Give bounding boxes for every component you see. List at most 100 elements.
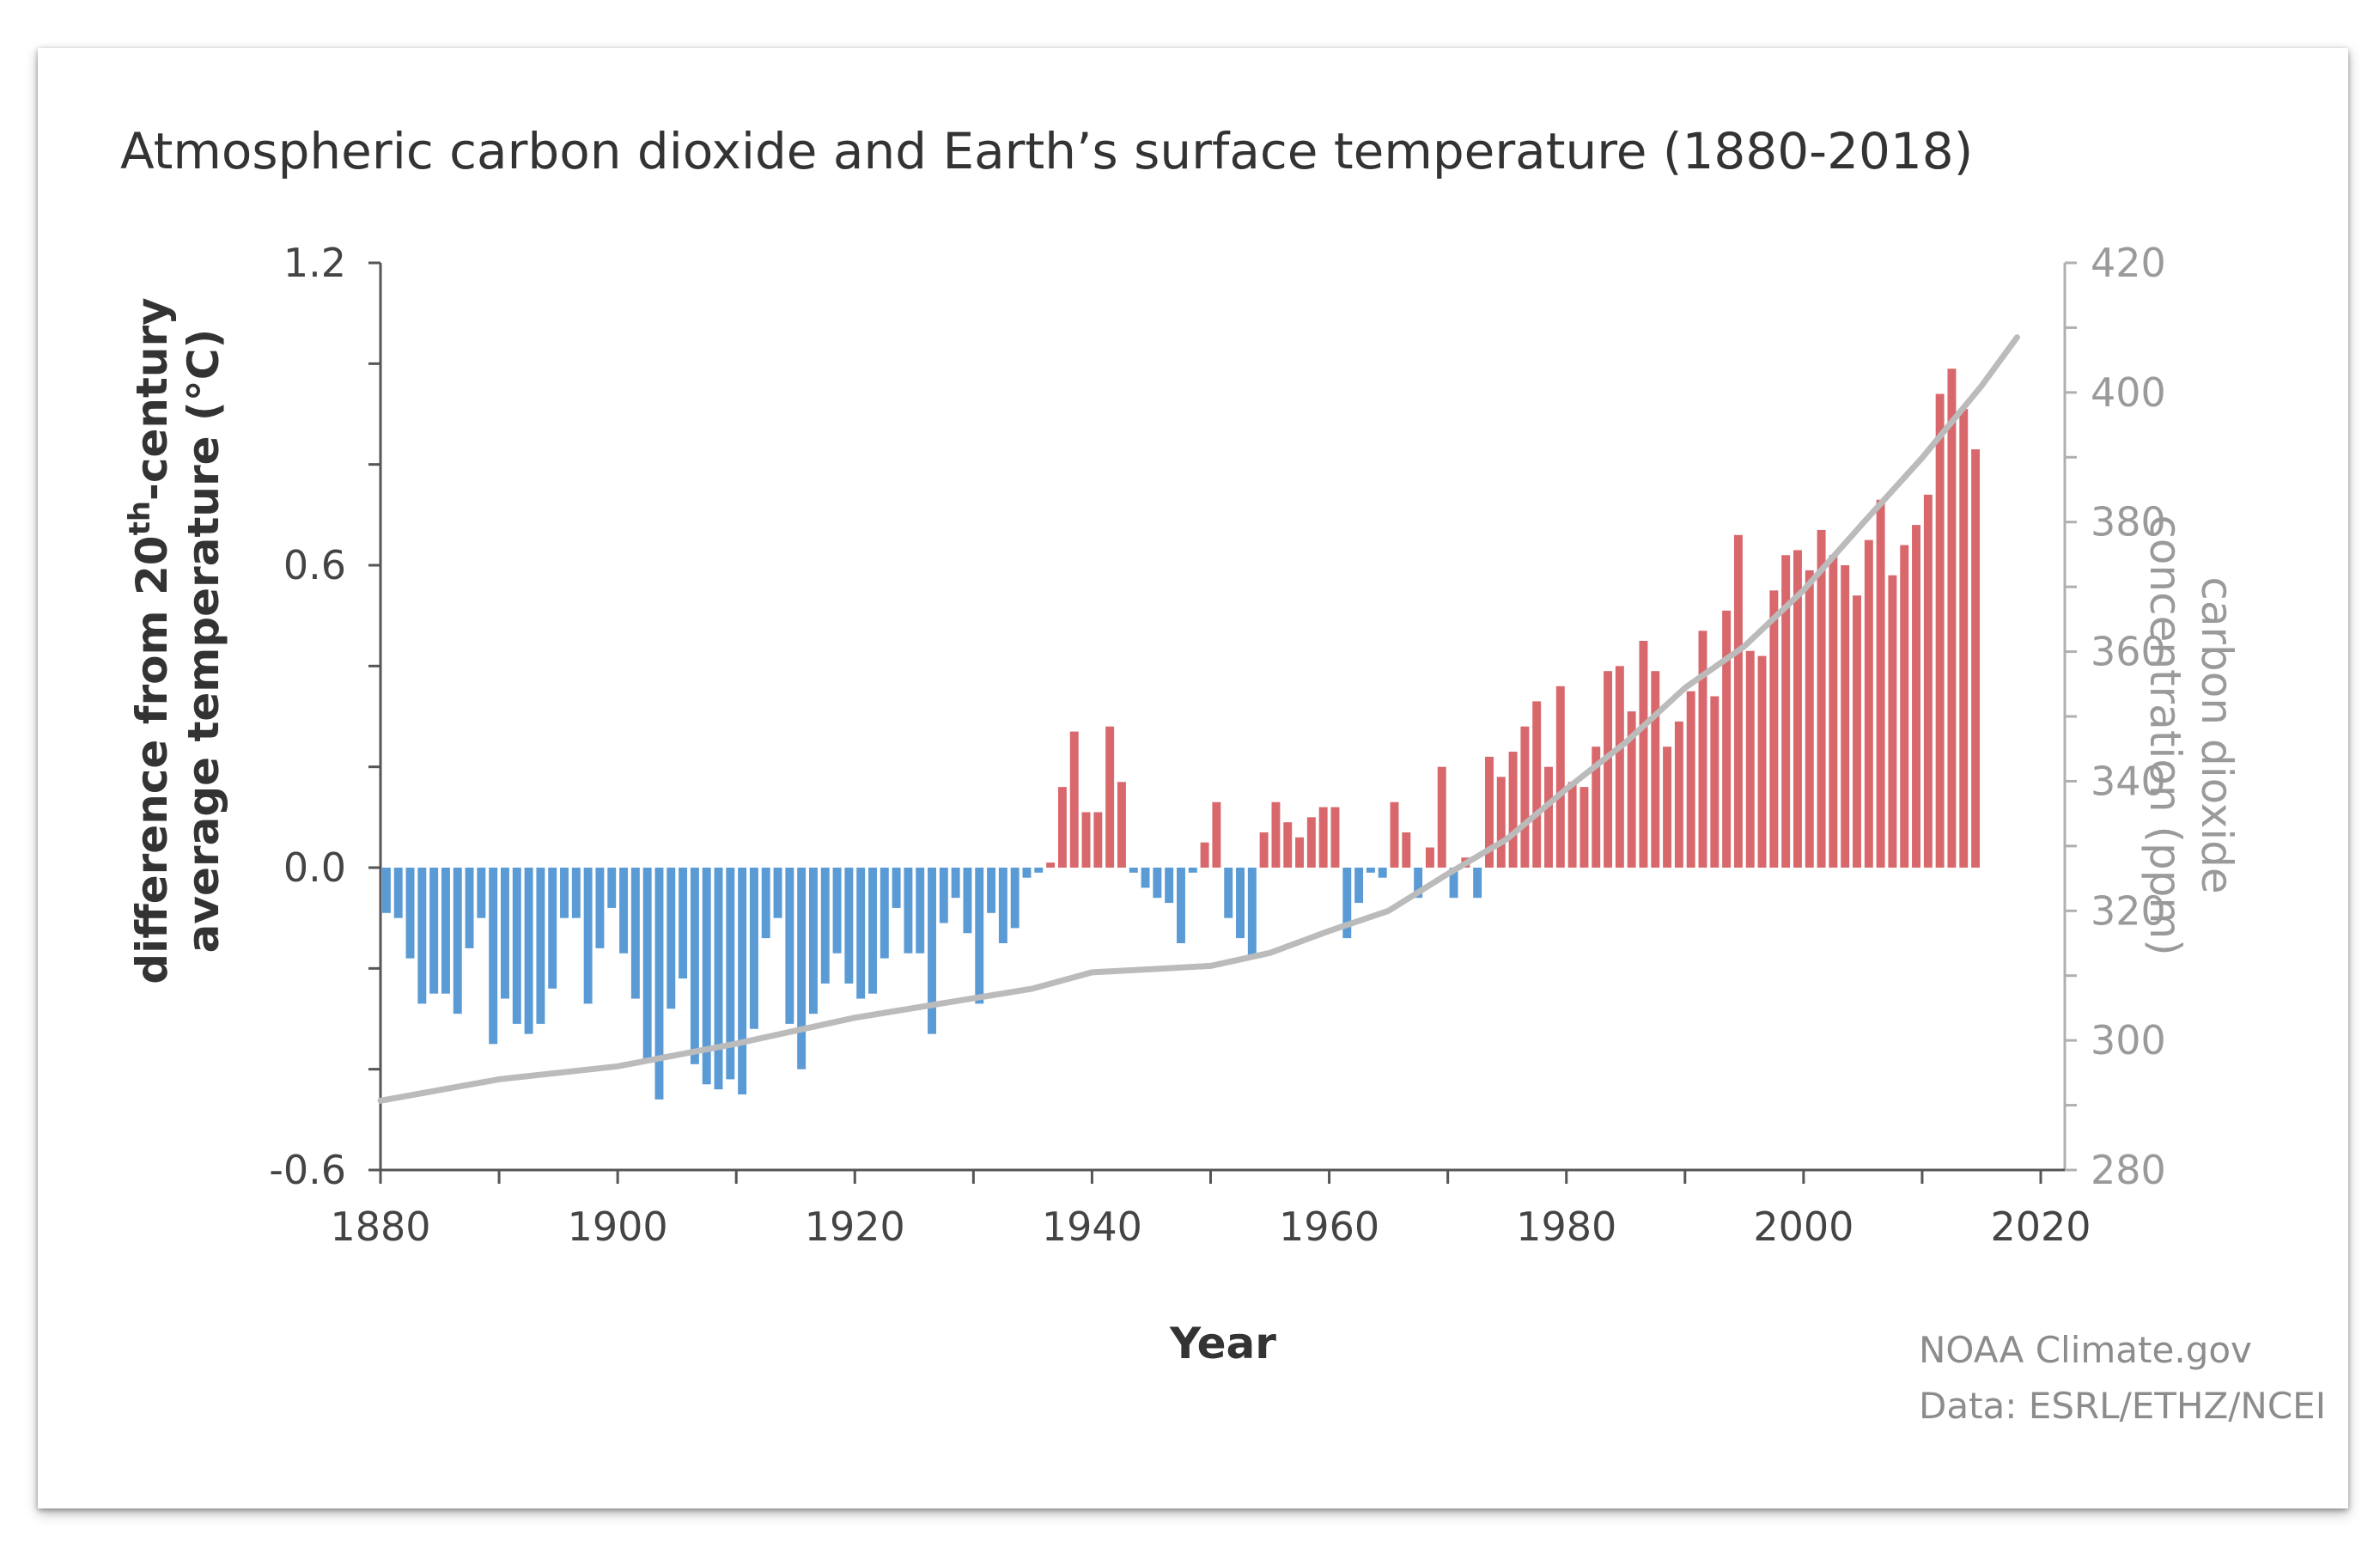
temperature-bar xyxy=(1200,842,1209,868)
temperature-bar xyxy=(1959,409,1969,868)
temperature-bar xyxy=(880,868,889,959)
temperature-bar xyxy=(536,868,545,1024)
temperature-bar xyxy=(1769,590,1779,868)
temperature-bar xyxy=(524,868,533,1034)
temperature-bar xyxy=(1722,610,1732,868)
temperature-bar xyxy=(1733,534,1743,868)
temperature-bar xyxy=(987,868,996,913)
temperature-bar xyxy=(1935,393,1945,868)
temperature-bar xyxy=(512,868,521,1024)
chart-title: Atmospheric carbon dioxide and Earth’s s… xyxy=(120,122,1973,180)
x-tick-label: 1900 xyxy=(568,1204,668,1250)
temperature-bar xyxy=(904,868,913,954)
temperature-bar xyxy=(1912,525,1920,868)
temperature-bar xyxy=(1081,812,1091,868)
temperature-bar xyxy=(1188,868,1197,873)
temperature-bar xyxy=(1093,812,1103,868)
temperature-bar xyxy=(1224,868,1233,918)
x-axis: 1880 1900 1920 1940 1960 1980 2000 2020 xyxy=(330,1168,2091,1250)
temperature-bar xyxy=(571,868,581,918)
temperature-bar xyxy=(1710,696,1720,868)
temperature-bar xyxy=(548,868,557,989)
temperature-bar xyxy=(1342,868,1352,939)
right-tick-label: 360 xyxy=(2091,629,2166,675)
temperature-bar xyxy=(619,868,629,954)
temperature-bar xyxy=(1817,529,1826,868)
temperature-bar xyxy=(1153,868,1162,899)
temperature-bar xyxy=(1010,868,1020,929)
temperature-bar xyxy=(1318,807,1328,868)
temperature-bar xyxy=(654,868,664,1100)
temperature-bar xyxy=(1829,555,1838,868)
temperature-bar xyxy=(963,868,972,934)
temperature-bar xyxy=(1259,832,1269,868)
temperature-bar xyxy=(1615,666,1624,868)
temperature-bar xyxy=(856,868,866,999)
temperature-bar xyxy=(417,868,427,1004)
co2-line xyxy=(377,334,2020,1104)
temperature-bar xyxy=(1876,499,1885,868)
right-tick-label: 420 xyxy=(2091,240,2166,286)
temperature-bar xyxy=(1757,655,1767,868)
temperature-bar xyxy=(679,868,688,979)
temperature-bar xyxy=(749,868,758,1029)
temperature-bar xyxy=(844,868,854,984)
temperature-bar xyxy=(928,868,936,1034)
temperature-bar xyxy=(1853,595,1861,868)
temperature-bar xyxy=(1117,782,1126,868)
temperature-bar xyxy=(1864,539,1873,868)
x-tick-label: 2000 xyxy=(1753,1204,1853,1250)
temperature-bar xyxy=(1520,726,1530,868)
credit-data: Data: ESRL/ETHZ/NCEI xyxy=(1919,1385,2326,1427)
temperature-bar xyxy=(393,868,403,918)
left-tick-label: 0.0 xyxy=(283,844,346,891)
temperature-bar xyxy=(702,868,711,1085)
right-tick-label: 380 xyxy=(2091,499,2166,545)
temperature-bar xyxy=(1022,868,1032,878)
temperature-bar xyxy=(607,868,617,908)
right-axis: 420 400 380 360 340 320 300 280 xyxy=(2063,240,2166,1193)
temperature-bar xyxy=(975,868,984,1004)
temperature-bar xyxy=(1069,731,1079,868)
right-tick-label: 340 xyxy=(2091,758,2166,804)
temperature-bar xyxy=(1567,782,1577,868)
temperature-bar xyxy=(1627,711,1636,868)
temperature-bar xyxy=(1532,701,1542,868)
chart-svg: Atmospheric carbon dioxide and Earth’s s… xyxy=(120,122,2326,1427)
x-tick-label: 2020 xyxy=(1990,1204,2091,1250)
right-tick-label: 400 xyxy=(2091,369,2166,416)
temperature-bar xyxy=(785,868,794,1024)
temperature-bar xyxy=(1745,650,1755,868)
temperature-bar xyxy=(477,868,486,918)
x-tick-label: 1980 xyxy=(1516,1204,1616,1250)
x-tick-label: 1960 xyxy=(1279,1204,1379,1250)
temperature-bar xyxy=(1971,449,1981,868)
temperature-bar xyxy=(405,868,415,959)
credit-source: NOAA Climate.gov xyxy=(1919,1329,2252,1371)
temperature-bar xyxy=(892,868,901,908)
temperature-bar xyxy=(1236,868,1245,939)
temperature-bar xyxy=(808,868,818,1015)
right-tick-label: 300 xyxy=(2091,1017,2166,1063)
temperature-bar xyxy=(1841,565,1850,868)
temperature-bar xyxy=(1639,641,1648,868)
temperature-bar xyxy=(1805,570,1814,868)
temperature-bar xyxy=(1057,787,1067,868)
temperature-bar xyxy=(1947,369,1957,868)
temperature-bar xyxy=(667,868,676,1009)
temperature-bar xyxy=(1354,868,1364,904)
temperature-bar xyxy=(1437,766,1446,868)
temperature-bar xyxy=(939,868,948,923)
x-tick-label: 1920 xyxy=(805,1204,905,1250)
temperature-bar xyxy=(453,868,462,1015)
temperature-bar xyxy=(1592,746,1601,868)
temperature-bar xyxy=(381,868,391,913)
temperature-bar xyxy=(916,868,925,954)
temperature-bar xyxy=(1247,868,1257,959)
temperature-bar xyxy=(1686,691,1695,868)
temperature-bars xyxy=(381,369,1981,1100)
temperature-bar xyxy=(761,868,770,939)
temperature-bar xyxy=(1473,868,1482,899)
y-axis-label-line2: average temperature (°C) xyxy=(179,329,228,954)
temperature-bar xyxy=(1402,832,1411,868)
